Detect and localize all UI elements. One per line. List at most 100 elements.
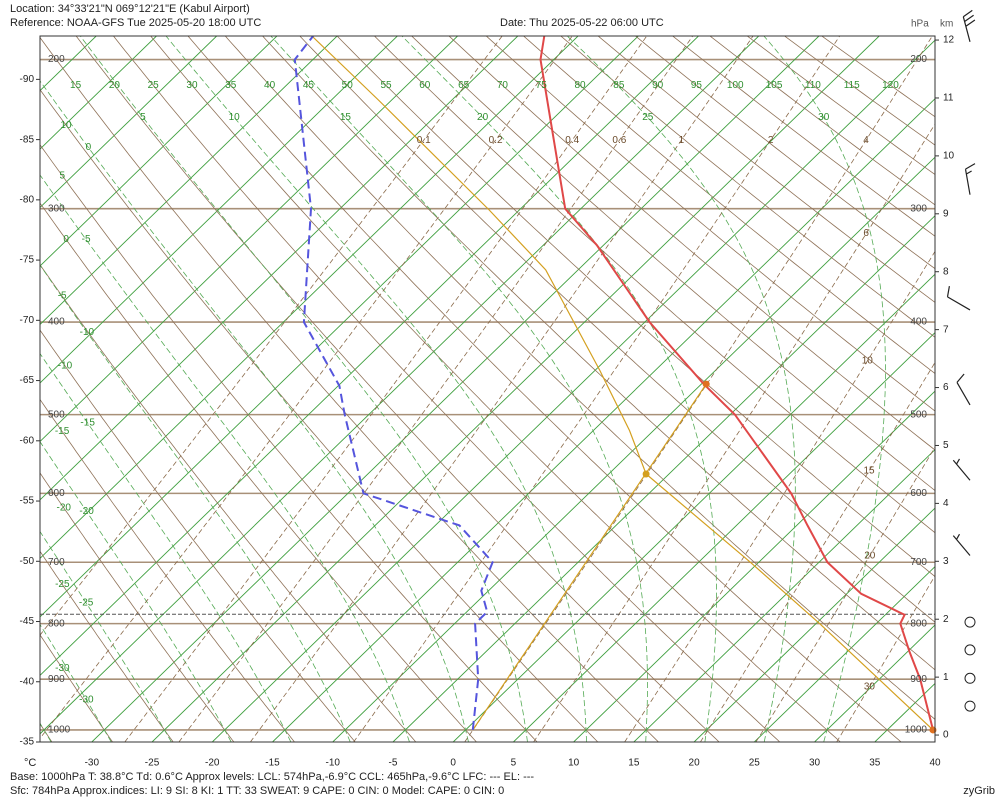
mixing-ratio-line xyxy=(250,36,754,742)
moist-adiabat xyxy=(165,36,587,742)
y3-tick-label: -65 xyxy=(20,375,35,386)
y2-tick-label: 2 xyxy=(943,614,949,625)
y-tick-label: 400 xyxy=(48,317,65,328)
isotherm xyxy=(272,98,935,742)
dry-adiabat-label: 65 xyxy=(458,80,470,91)
dry-adiabat-label: 100 xyxy=(727,80,744,91)
y-tick-label: 500 xyxy=(48,409,65,420)
y2-tick-label: 7 xyxy=(943,324,949,335)
dry-adiabat-label: 30 xyxy=(186,80,198,91)
dry-adiabat xyxy=(187,36,902,742)
mixing-ratio-line xyxy=(464,36,933,742)
moist-adiabat-label: -15 xyxy=(80,418,95,429)
isotherm xyxy=(40,36,218,209)
mixing-ratio-label: 0.4 xyxy=(565,135,579,146)
dry-adiabat xyxy=(40,88,599,742)
moist-adiabat xyxy=(40,623,112,742)
isotherm xyxy=(40,36,519,501)
x-tick-label: 35 xyxy=(869,758,881,769)
mixing-ratio-line xyxy=(40,36,573,739)
x-tick-label: 40 xyxy=(929,758,941,769)
x-tick-label: -30 xyxy=(85,758,100,769)
isotherm xyxy=(633,449,935,742)
moist-adiabat xyxy=(40,264,351,742)
dry-adiabat-label: 60 xyxy=(419,80,431,91)
dry-adiabat xyxy=(40,398,295,742)
mixing-ratio-line xyxy=(624,250,935,742)
dry-adiabat-label: 55 xyxy=(380,80,392,91)
mixing-ratio-line xyxy=(700,361,935,742)
x-tick-label: 30 xyxy=(809,758,821,769)
y-tick-label: 400 xyxy=(910,317,927,328)
isotherm xyxy=(211,39,935,742)
dry-adiabat xyxy=(150,36,841,742)
y2-axis-label: km xyxy=(940,19,953,30)
isotherm xyxy=(40,36,278,267)
mixing-ratio-label: 20 xyxy=(864,550,876,561)
y-tick-label: 700 xyxy=(48,557,65,568)
location: Location: 34°33'21"N 069°12'21"E (Kabul … xyxy=(10,3,250,15)
credit: zyGrib xyxy=(963,785,995,797)
y2-tick-label: 1 xyxy=(943,672,949,683)
y2-tick-label: 8 xyxy=(943,266,949,277)
y3-tick-label: -40 xyxy=(20,676,35,687)
dry-adiabat xyxy=(40,144,538,742)
dry-adiabat xyxy=(709,36,935,206)
y2-tick-label: 12 xyxy=(943,35,955,46)
y-tick-label: 200 xyxy=(48,54,65,65)
dry-adiabat xyxy=(40,202,477,742)
dry-adiabat-label: 75 xyxy=(536,80,548,91)
moist-adiabat-label: -25 xyxy=(79,598,94,609)
mixing-ratio-label: 6 xyxy=(863,228,869,239)
moist-adiabat xyxy=(270,36,648,742)
moist-adiabat xyxy=(40,441,232,742)
y3-tick-label: -85 xyxy=(20,134,35,145)
dry-adiabat-label: 115 xyxy=(844,80,860,91)
dry-adiabat xyxy=(40,36,659,742)
temperature-curve xyxy=(539,36,934,731)
dry-adiabat xyxy=(373,36,935,534)
y-tick-label: 1000 xyxy=(905,725,928,736)
x-axis-label: °C xyxy=(24,757,36,769)
mixing-ratio-label: 10 xyxy=(862,356,874,367)
x-tick-label: 25 xyxy=(749,758,761,769)
dry-adiabat-label: 10 xyxy=(60,120,72,131)
y2-tick-label: 6 xyxy=(943,382,949,393)
ccl-line xyxy=(472,383,707,731)
isotherm xyxy=(754,565,935,742)
y2-tick-label: 5 xyxy=(943,440,949,451)
y3-tick-label: -80 xyxy=(20,194,35,205)
isotherm xyxy=(332,156,935,742)
dry-adiabat-label: 95 xyxy=(691,80,703,91)
dry-adiabat xyxy=(112,36,781,742)
calm-wind xyxy=(964,672,976,684)
wind-barb xyxy=(956,373,971,406)
dry-adiabat xyxy=(75,36,720,742)
moist-adiabat-label: 20 xyxy=(477,112,489,123)
mixing-ratio-label: 30 xyxy=(864,682,876,693)
moist-adiabat xyxy=(79,36,528,742)
y-tick-label: 900 xyxy=(910,674,927,685)
isotherm xyxy=(40,36,398,384)
calm-wind xyxy=(964,700,976,712)
y2-tick-label: 4 xyxy=(943,498,949,509)
dry-adiabat-label: 35 xyxy=(225,80,237,91)
moist-adiabat-label: -30 xyxy=(79,695,94,706)
dry-adiabat xyxy=(262,36,935,671)
dry-adiabat-label: 50 xyxy=(342,80,354,91)
dry-adiabat-label: 70 xyxy=(497,80,509,91)
y3-tick-label: -60 xyxy=(20,435,35,446)
dry-adiabat xyxy=(40,472,235,742)
isotherm xyxy=(513,332,935,742)
isotherm xyxy=(573,390,935,742)
isotherm xyxy=(40,36,760,735)
y2-tick-label: 11 xyxy=(943,93,954,104)
moist-adiabat xyxy=(40,530,172,742)
mixing-ratio-line xyxy=(755,446,935,742)
wind-barb xyxy=(964,163,976,195)
x-tick-label: -20 xyxy=(205,758,220,769)
mixing-ratio-line xyxy=(178,36,694,742)
dry-adiabat xyxy=(299,36,935,623)
plot-area xyxy=(40,36,935,742)
